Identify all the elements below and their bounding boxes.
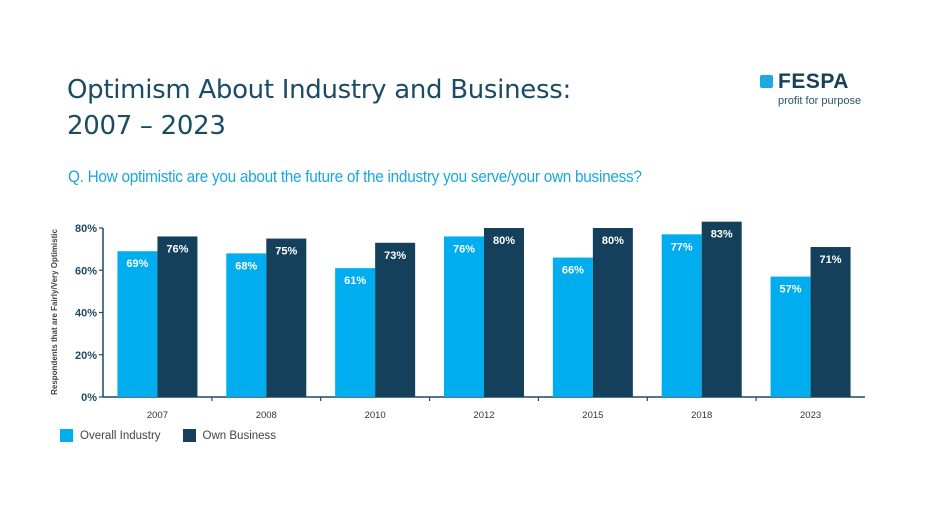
legend-label: Overall Industry bbox=[80, 429, 161, 442]
data-label: 77% bbox=[671, 241, 693, 253]
logo-tagline: profit for purpose bbox=[778, 95, 862, 107]
data-label: 80% bbox=[602, 235, 624, 247]
data-label: 68% bbox=[235, 260, 257, 272]
x-tick-label: 2010 bbox=[365, 410, 386, 421]
data-label: 71% bbox=[820, 254, 842, 266]
bar-own-business-2012 bbox=[484, 228, 524, 397]
data-label: 61% bbox=[344, 275, 366, 287]
bar-own-business-2023 bbox=[810, 247, 851, 397]
x-tick-label: 2008 bbox=[256, 410, 277, 421]
bar-overall-industry-2015 bbox=[552, 257, 593, 397]
y-tick-label: 0% bbox=[81, 392, 97, 404]
bar-own-business-2015 bbox=[592, 228, 633, 397]
legend-item-overall-industry: Overall Industry bbox=[60, 429, 161, 442]
data-label: 75% bbox=[275, 246, 297, 258]
legend-swatch-own-business bbox=[182, 429, 196, 442]
data-label: 69% bbox=[126, 258, 148, 270]
logo-wordmark: FESPA bbox=[778, 70, 849, 93]
y-tick-label: 40% bbox=[75, 308, 97, 320]
bar-overall-industry-2010 bbox=[335, 268, 376, 397]
title-line-2: 2007 – 2023 bbox=[67, 111, 226, 141]
bar-overall-industry-2008 bbox=[226, 253, 267, 397]
logo-square-icon bbox=[760, 75, 773, 88]
x-tick-label: 2012 bbox=[473, 410, 494, 421]
bar-own-business-2008 bbox=[266, 238, 307, 397]
y-tick-label: 20% bbox=[75, 350, 97, 362]
bar-overall-industry-2023 bbox=[770, 276, 811, 397]
chart-title: Optimism About Industry and Business: 20… bbox=[67, 72, 571, 144]
y-axis-title: Respondents that are Fairly/Very Optimis… bbox=[50, 229, 59, 395]
data-labels: 69% 76% 68% 75% 61% 73% 76% 80% 66% 80% 77% 83% 57% 7… bbox=[126, 229, 841, 296]
data-label: 66% bbox=[562, 265, 584, 277]
data-label: 73% bbox=[384, 250, 406, 262]
x-tick-label: 2007 bbox=[147, 410, 168, 421]
bar-overall-industry-2012 bbox=[444, 236, 484, 397]
y-tick-label: 80% bbox=[75, 223, 97, 235]
bar-own-business-2010 bbox=[375, 242, 416, 397]
legend-swatch-overall-industry bbox=[60, 429, 73, 442]
bar-own-business-2018 bbox=[701, 221, 742, 397]
x-tick-label: 2018 bbox=[691, 410, 712, 421]
bars bbox=[117, 221, 851, 397]
data-label: 83% bbox=[711, 229, 733, 241]
legend-label: Own Business bbox=[202, 429, 277, 442]
survey-question: Q. How optimistic are you about the futu… bbox=[68, 168, 642, 186]
legend-item-own-business: Own Business bbox=[182, 429, 277, 442]
title-line-1: Optimism About Industry and Business: bbox=[67, 75, 571, 105]
bar-overall-industry-2007 bbox=[117, 251, 158, 397]
bar-overall-industry-2018 bbox=[661, 234, 702, 397]
y-tick-label: 60% bbox=[75, 265, 97, 277]
bar-own-business-2007 bbox=[157, 236, 198, 397]
data-label: 57% bbox=[780, 284, 802, 296]
data-label: 76% bbox=[453, 243, 475, 255]
data-label: 80% bbox=[493, 235, 515, 247]
x-tick-label: 2023 bbox=[800, 410, 821, 421]
data-label: 76% bbox=[166, 243, 188, 255]
x-tick-label: 2015 bbox=[582, 410, 603, 421]
legend: Overall Industry Own Business bbox=[60, 429, 298, 442]
